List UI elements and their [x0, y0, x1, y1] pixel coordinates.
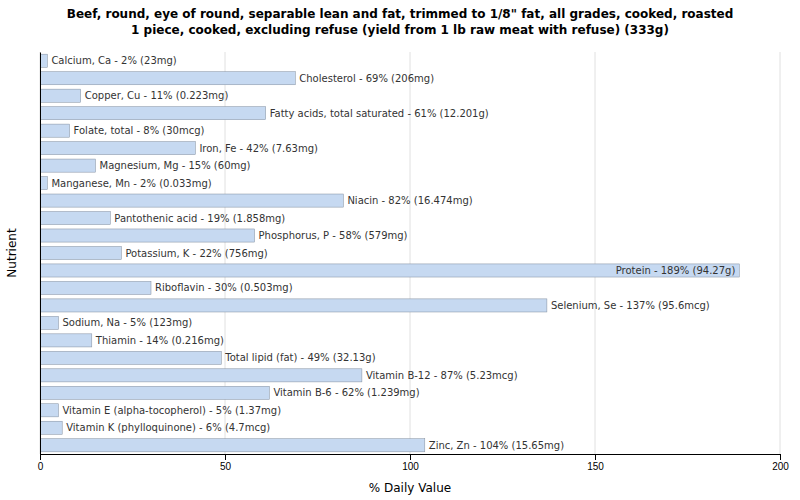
x-axis-title: % Daily Value: [369, 481, 451, 495]
bar: [40, 124, 70, 137]
bar: [40, 211, 110, 224]
bar: [40, 229, 255, 242]
bar: [40, 246, 121, 259]
bar: [40, 89, 81, 102]
bar-label: Pantothenic acid - 19% (1.858mg): [114, 213, 285, 224]
chart: 0 50 100 150 200 Calcium, Ca - 2% (23mg) Chole…: [0, 0, 800, 500]
bar-label: Folate, total - 8% (30mcg): [74, 125, 205, 136]
bar-label: Vitamin B-6 - 62% (1.239mg): [273, 387, 419, 398]
title-line: 1 piece, cooked, excluding refuse (yield…: [131, 23, 669, 37]
grid-line: [595, 52, 596, 454]
grid-line: [40, 52, 41, 454]
bar-label: Vitamin K (phylloquinone) - 6% (4.7mcg): [66, 422, 270, 433]
title: Beef, round, eye of round, separable lea…: [67, 7, 734, 37]
bar: [40, 299, 547, 312]
x-tick-mark: [225, 454, 226, 460]
x-tick: 0: [38, 454, 44, 472]
bar: [40, 334, 92, 347]
bar-label: Niacin - 82% (16.474mg): [347, 195, 472, 206]
bar: [40, 54, 47, 67]
bar-label: Riboflavin - 30% (0.503mg): [155, 282, 293, 293]
title-line: Beef, round, eye of round, separable lea…: [67, 7, 734, 21]
y-axis-line: [40, 53, 41, 455]
bar: [40, 369, 362, 382]
bar-label: Sodium, Na - 5% (123mg): [63, 317, 193, 328]
x-tick-label: 150: [587, 461, 604, 472]
bar-label: Total lipid (fat) - 49% (32.13g): [224, 352, 375, 363]
bar-label: Zinc, Zn - 104% (15.65mg): [429, 440, 564, 451]
bar: [40, 316, 59, 329]
bar: [40, 264, 739, 277]
bar: [40, 439, 425, 452]
x-tick-label: 100: [402, 461, 419, 472]
bar: [40, 107, 266, 120]
x-tick-label: 0: [38, 461, 44, 472]
bar-label: Cholesterol - 69% (206mg): [299, 73, 434, 84]
bar-label: Copper, Cu - 11% (0.223mg): [85, 90, 229, 101]
x-axis-line: [41, 455, 781, 461]
bar: [40, 142, 195, 155]
bar-label: Vitamin E (alpha-tocopherol) - 5% (1.37m…: [63, 405, 282, 416]
bar: [40, 386, 269, 399]
x-tick: 200: [772, 454, 789, 472]
x-tick-mark: [410, 454, 411, 460]
bar-label: Calcium, Ca - 2% (23mg): [51, 55, 176, 66]
y-axis: [40, 53, 41, 455]
x-tick-mark: [595, 454, 596, 460]
bar: [40, 159, 96, 172]
x-axis: 0 50 100 150 200: [38, 454, 790, 472]
bar: [40, 194, 343, 207]
bar-label: Selenium, Se - 137% (95.6mcg): [551, 300, 710, 311]
bar-label: Thiamin - 14% (0.216mg): [95, 335, 224, 346]
bar-labels: Calcium, Ca - 2% (23mg) Cholesterol - 69%…: [51, 55, 735, 451]
x-tick-mark: [780, 454, 781, 460]
bar: [40, 421, 62, 434]
bar-label: Manganese, Mn - 2% (0.033mg): [51, 178, 211, 189]
bar-label: Iron, Fe - 42% (7.63mg): [199, 143, 318, 154]
x-tick: 150: [587, 454, 604, 472]
bar: [40, 404, 59, 417]
bar: [40, 351, 221, 364]
bar-label: Phosphorus, P - 58% (579mg): [259, 230, 408, 241]
x-tick: 50: [220, 454, 232, 472]
bar-label: Protein - 189% (94.27g): [616, 265, 736, 276]
grid-line: [780, 52, 781, 454]
x-tick: 100: [402, 454, 419, 472]
grid: [40, 52, 780, 454]
y-axis-title: Nutrient: [5, 228, 19, 278]
bar-label: Potassium, K - 22% (756mg): [125, 248, 267, 259]
bar: [40, 281, 151, 294]
x-tick-mark: [40, 454, 41, 460]
bar-label: Fatty acids, total saturated - 61% (12.2…: [270, 108, 489, 119]
bar: [40, 177, 47, 190]
bar-label: Magnesium, Mg - 15% (60mg): [100, 160, 251, 171]
bars: [40, 54, 739, 452]
bar: [40, 72, 295, 85]
x-tick-label: 200: [772, 461, 789, 472]
plot: 0 50 100 150 200 Calcium, Ca - 2% (23mg) Chole…: [38, 52, 790, 472]
bar-label: Vitamin B-12 - 87% (5.23mcg): [366, 370, 518, 381]
x-tick-label: 50: [220, 461, 232, 472]
